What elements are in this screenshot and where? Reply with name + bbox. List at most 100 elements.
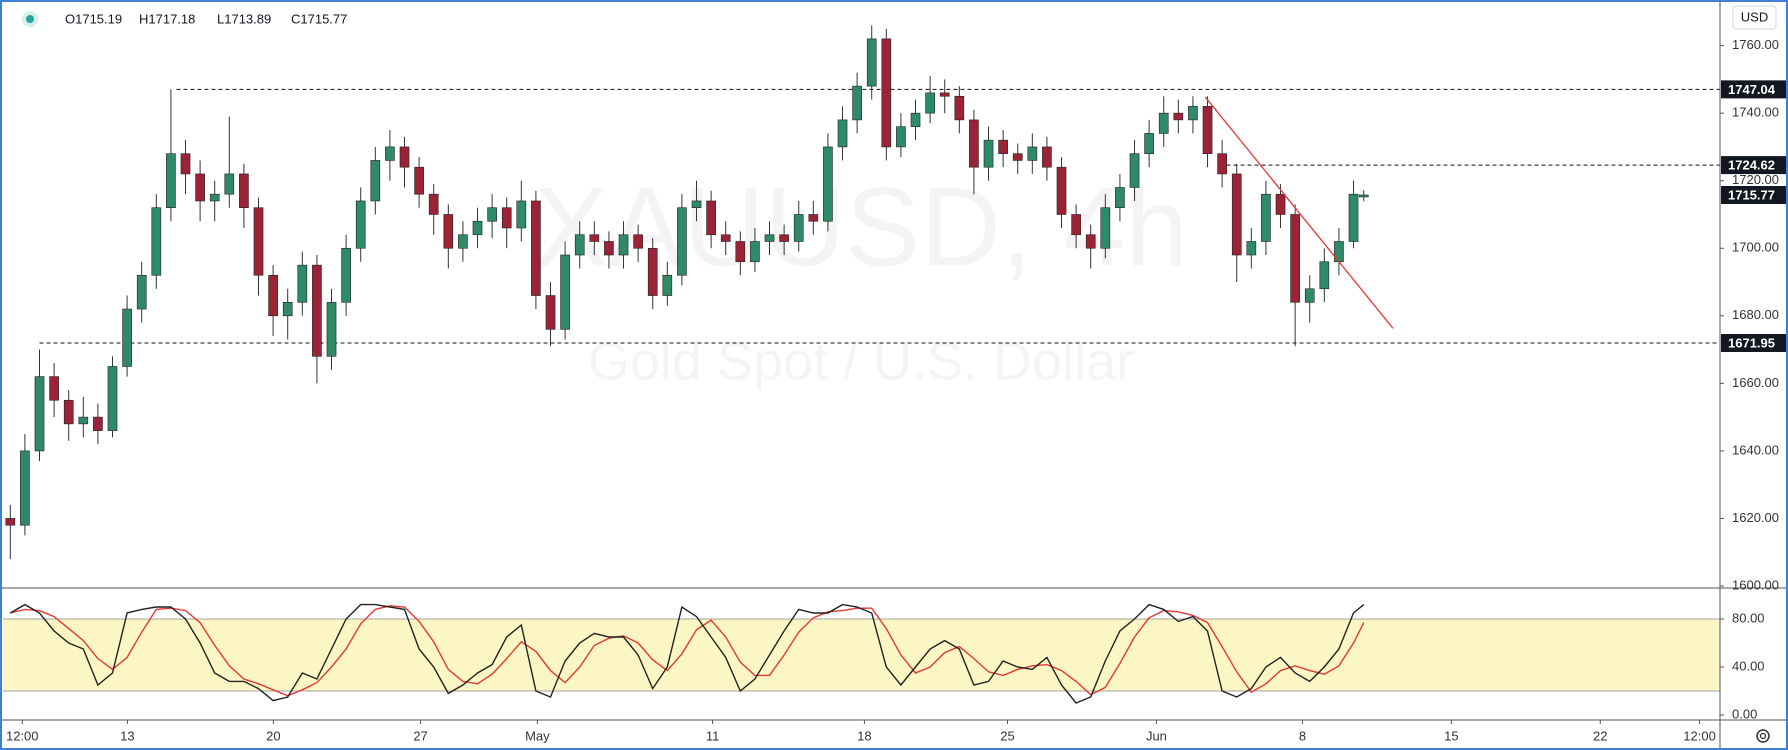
x-tick-label: Jun	[1146, 728, 1167, 743]
y-tick-label: 1620.00	[1732, 510, 1779, 525]
candle-body	[1319, 261, 1330, 290]
y-tick-label: 1720.00	[1732, 172, 1779, 187]
candle-body	[107, 366, 118, 431]
candle-body	[983, 139, 994, 168]
level-badge-bg	[1721, 333, 1788, 352]
y-tick-label: 1740.00	[1732, 105, 1779, 120]
candle-body	[472, 220, 483, 236]
candle-body	[1290, 214, 1300, 303]
stoch-tick-label: 80.00	[1732, 610, 1765, 625]
settings-gear-hub[interactable]	[1759, 732, 1767, 740]
candle-body	[487, 207, 497, 222]
candle-body	[1348, 193, 1359, 242]
x-tick-label: 22	[1593, 728, 1607, 743]
candle-body	[1071, 214, 1081, 236]
stoch-tick-label: 0.00	[1732, 706, 1757, 721]
candle-body	[122, 308, 132, 367]
y-tick-label: 1680.00	[1732, 307, 1779, 322]
candle-body	[1056, 166, 1067, 215]
watermark: XAUUSD, 4h	[534, 165, 1188, 290]
candle-body	[34, 376, 45, 452]
candle-body	[1085, 234, 1096, 249]
y-tick-label: 1700.00	[1732, 240, 1779, 255]
candle-body	[414, 166, 424, 195]
candle-body	[706, 200, 716, 236]
candle-body	[20, 450, 30, 526]
candle-body	[1202, 106, 1213, 154]
candle-body	[998, 139, 1008, 154]
candle-body	[618, 234, 629, 256]
currency-button[interactable]	[1732, 5, 1777, 30]
candle-body	[604, 241, 614, 256]
x-tick-label: 13	[120, 728, 134, 743]
candle-body	[1188, 106, 1198, 121]
ohlc-high: H1717.18	[139, 11, 195, 26]
candle-body	[136, 274, 147, 310]
level-badge-bg	[1721, 80, 1788, 99]
candle-body	[355, 200, 366, 249]
candle-body	[180, 153, 191, 175]
candle-body	[969, 119, 979, 168]
candle-body	[93, 416, 103, 431]
candle-body	[297, 264, 308, 303]
candle-body	[151, 207, 162, 276]
stoch-k-line	[9, 603, 1365, 704]
y-tick-label: 1760.00	[1732, 37, 1779, 52]
candle-body	[428, 193, 439, 215]
candle-body	[720, 234, 731, 242]
candle-body	[896, 126, 906, 148]
candle-body	[1304, 288, 1315, 303]
candle-body	[779, 234, 789, 242]
x-tick-label: 12:00	[1683, 728, 1716, 743]
stoch-tick-label: 40.00	[1732, 658, 1765, 673]
y-tick-label: 1600.00	[1732, 577, 1779, 592]
candle-body	[1173, 112, 1184, 121]
candle-body	[823, 146, 833, 222]
x-tick-label: 27	[413, 728, 427, 743]
candle-body	[647, 247, 658, 296]
candle-body	[224, 173, 235, 195]
y-tick-label: 1640.00	[1732, 442, 1779, 457]
settings-gear[interactable]	[1756, 729, 1770, 743]
candle-body	[458, 234, 468, 249]
candle-body	[735, 241, 746, 263]
candle-body	[370, 160, 381, 202]
candle-body	[954, 95, 965, 121]
x-tick-label: May	[525, 728, 550, 743]
status-dot	[26, 15, 34, 23]
candle-body	[195, 173, 205, 202]
candle-body	[633, 234, 643, 249]
x-tick-label: 11	[706, 728, 720, 743]
x-tick-label: 25	[1000, 728, 1014, 743]
candle-body	[560, 254, 570, 330]
stoch-d-line	[10, 605, 1365, 697]
trendline	[1204, 96, 1394, 329]
candle-body	[866, 38, 877, 87]
ohlc-close: C1715.77	[291, 11, 347, 26]
candle-body	[1115, 187, 1125, 209]
candle-body	[1027, 146, 1038, 161]
ohlc-low: L1713.89	[217, 11, 271, 26]
x-tick-label: 15	[1444, 728, 1458, 743]
candle-body	[516, 200, 527, 229]
candle-body	[341, 247, 351, 303]
candle-body	[1231, 173, 1242, 256]
plot-area	[3, 25, 1720, 704]
candle-body	[881, 38, 892, 148]
candle-body	[764, 234, 775, 242]
settings-icon[interactable]	[1756, 729, 1770, 743]
y-tick-label: 1660.00	[1732, 375, 1779, 390]
currency-label[interactable]: USD	[1741, 9, 1768, 24]
candle-body	[531, 200, 541, 296]
candle-body	[166, 153, 176, 209]
candle-body	[574, 234, 585, 256]
candle-body	[253, 207, 264, 276]
candle-body	[1158, 112, 1169, 134]
candle-body	[501, 207, 512, 229]
candle-body	[63, 399, 74, 425]
level-badge: 1724.62	[1728, 158, 1775, 173]
candle-body	[49, 376, 59, 401]
last-price-badge: 1715.77	[1728, 187, 1775, 202]
